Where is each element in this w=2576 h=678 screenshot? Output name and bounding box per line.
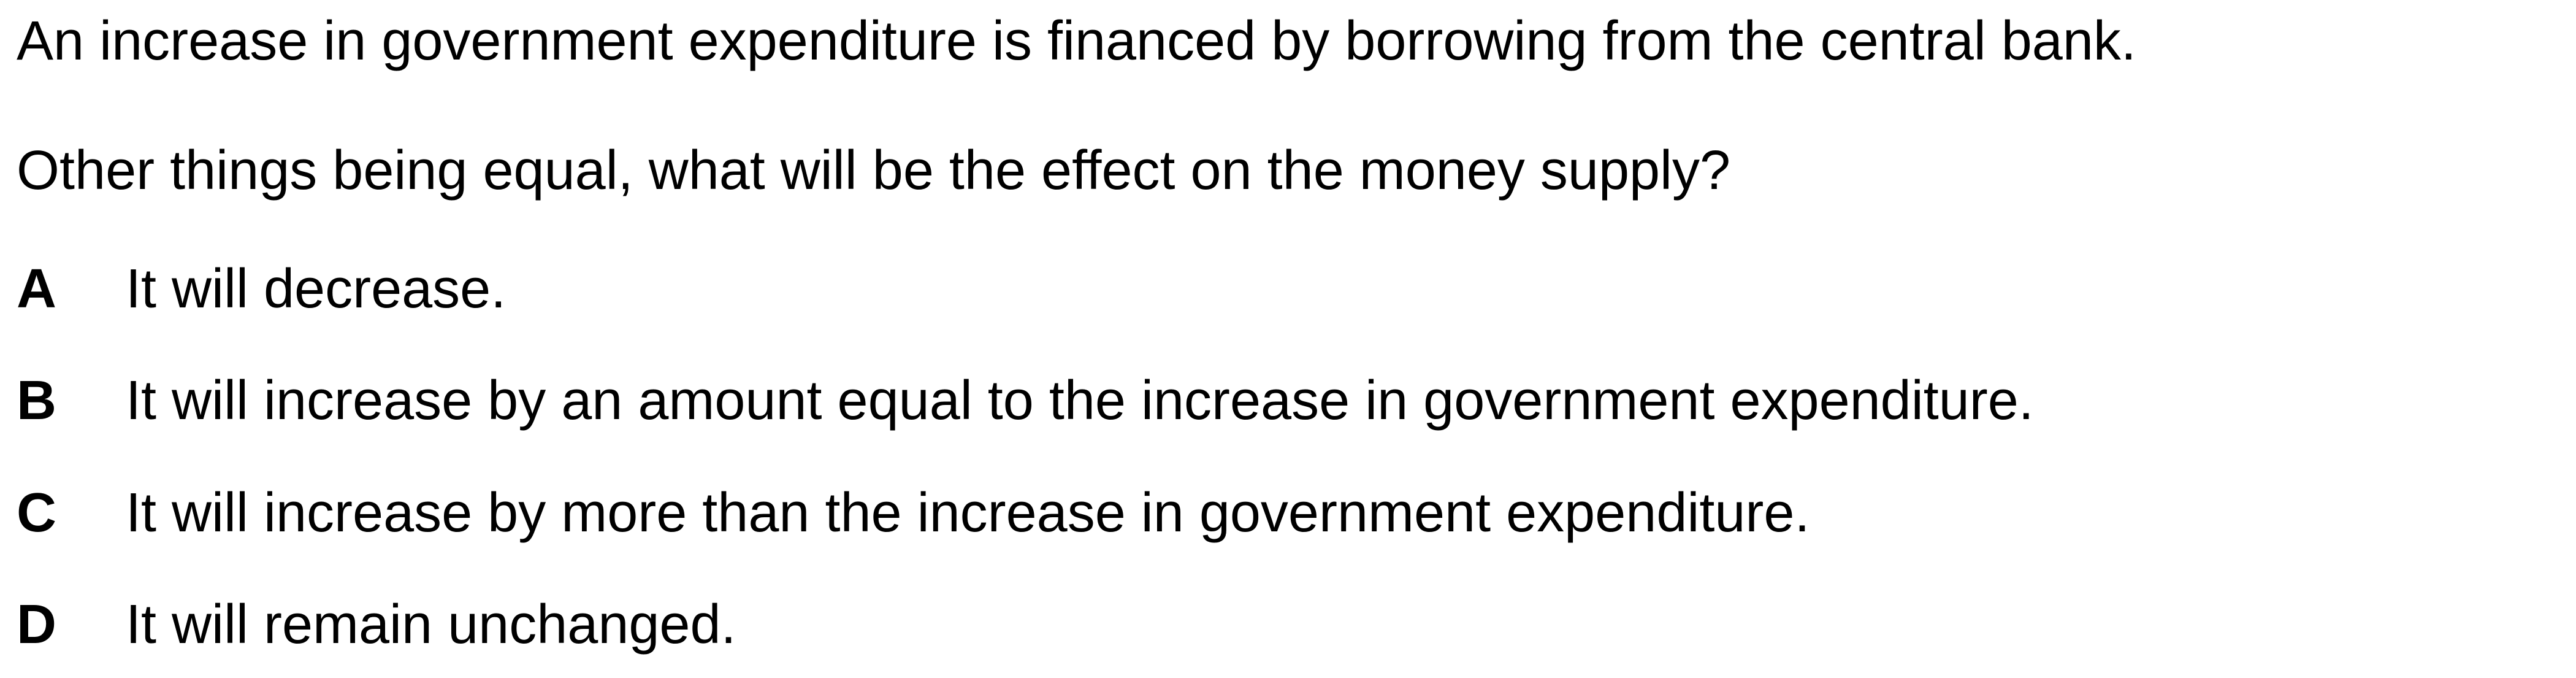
option-text: It will increase by more than the increa… <box>126 482 1810 544</box>
question-stem: An increase in government expenditure is… <box>17 10 2136 72</box>
option-text: It will increase by an amount equal to t… <box>126 370 2034 431</box>
option-letter: A <box>17 258 56 320</box>
option-letter: D <box>17 594 56 655</box>
option-text: It will remain unchanged. <box>126 594 736 655</box>
option-text: It will decrease. <box>126 258 506 320</box>
question-prompt: Other things being equal, what will be t… <box>17 140 1731 201</box>
option-letter: C <box>17 482 56 544</box>
option-letter: B <box>17 370 56 431</box>
